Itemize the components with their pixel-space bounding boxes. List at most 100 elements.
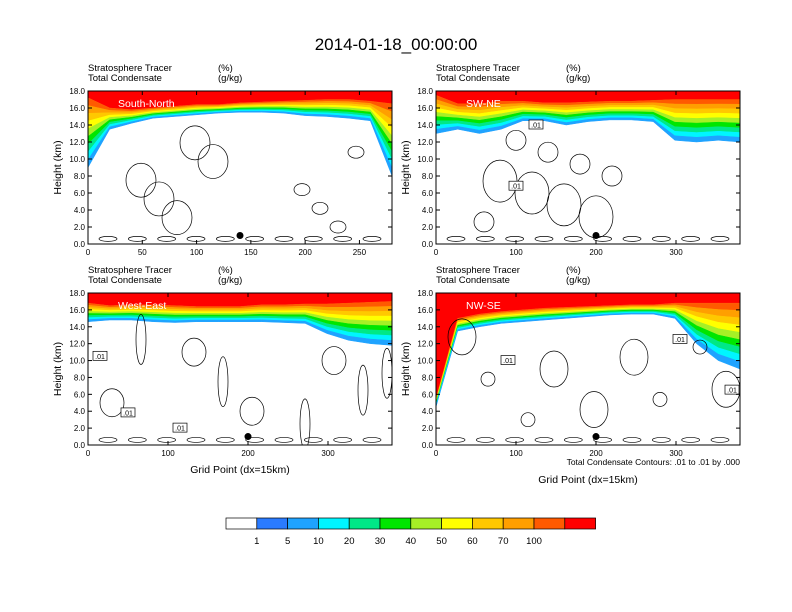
contour-label: .01 [511, 184, 521, 191]
contour [692, 339, 708, 355]
contour-note: Total Condensate Contours: .01 to .01 by… [567, 457, 741, 467]
contour-label-box [172, 422, 188, 433]
contour [569, 153, 591, 175]
contour-low [622, 437, 642, 443]
colorbar-swatch [533, 517, 566, 530]
contour [505, 129, 527, 151]
left-label-tracer: Stratosphere Tracer [436, 265, 520, 276]
colorbar-label: 1 [254, 536, 259, 547]
contour [381, 347, 392, 399]
contour [619, 338, 649, 376]
panel-name: West-East [118, 300, 166, 312]
contour-low [157, 236, 177, 242]
x-tick-label: 100 [161, 449, 175, 458]
contour-low [303, 437, 323, 443]
figure-title: 2014-01-18_00:00:00 [315, 35, 478, 54]
colorbar-swatch [287, 517, 319, 530]
y-axis-label: Height (km) [52, 140, 64, 194]
x-axis-label: Grid Point (dx=15km) [538, 474, 638, 486]
colorbar-label: 20 [344, 536, 355, 547]
y-tick-label: 12.0 [69, 340, 85, 349]
contour-low [274, 236, 294, 242]
panel-name: SW-NE [466, 98, 501, 110]
contour [311, 201, 329, 215]
colorbar-swatch [502, 517, 535, 530]
contour-label: .01 [675, 337, 685, 344]
band-9 [88, 110, 392, 177]
location-marker [236, 232, 244, 239]
colorbar-swatch [410, 517, 442, 530]
y-tick-label: 2.0 [74, 223, 86, 232]
contour-low [333, 236, 353, 242]
contour-low [98, 236, 118, 242]
panel-sw-ne: Stratosphere Tracer (%) Total Condensate (g… [400, 63, 741, 257]
contour-low [593, 236, 613, 242]
contour [299, 398, 311, 445]
contour [321, 346, 347, 375]
colorbar-swatch [564, 517, 596, 530]
contour-low [505, 236, 525, 242]
left-label-tracer: Stratosphere Tracer [88, 265, 172, 276]
y-tick-label: 18.0 [69, 289, 85, 298]
colorbar: 1 5 10 20 30 40 50 60 70 100 [225, 517, 596, 547]
contour [125, 162, 157, 198]
right-label-condensate: (g/kg) [218, 73, 242, 84]
band-9 [436, 117, 740, 143]
contour-label-box [724, 384, 740, 395]
band-100 [436, 91, 740, 104]
y-tick-label: 4.0 [422, 407, 434, 416]
contour-low [505, 437, 525, 443]
contour-low [127, 437, 147, 443]
contour [711, 370, 740, 408]
y-axis-label: Height (km) [400, 140, 412, 194]
y-tick-label: 6.0 [74, 189, 86, 198]
y-tick-label: 14.0 [417, 323, 433, 332]
y-tick-label: 10.0 [69, 155, 85, 164]
y-tick-label: 0.0 [74, 441, 86, 450]
left-label-condensate: Total Condensate [88, 73, 162, 84]
y-tick-label: 12.0 [417, 340, 433, 349]
contour-label-box [672, 334, 688, 344]
band-9 [436, 312, 740, 408]
contour [539, 350, 569, 388]
contour-label-box [500, 355, 516, 365]
x-tick-label: 200 [589, 248, 603, 257]
left-label-tracer: Stratosphere Tracer [436, 63, 520, 74]
contour-label: .01 [95, 354, 105, 361]
y-tick-label: 12.0 [417, 138, 433, 147]
contour-low [534, 236, 554, 242]
contour [601, 165, 623, 187]
y-axis-label: Height (km) [400, 342, 412, 396]
contour-low [681, 236, 701, 242]
condensate-contours [446, 318, 740, 443]
tracer-field: .01 .01 .01 [436, 293, 740, 445]
y-tick-label: 8.0 [422, 172, 434, 181]
left-label-condensate: Total Condensate [88, 275, 162, 286]
contour [197, 144, 229, 179]
panel-nw-se: Stratosphere Tracer (%) Total Condensate (g… [400, 265, 741, 486]
contour-label-box [120, 407, 136, 418]
contour-label: .01 [123, 410, 133, 417]
contour-low [98, 437, 118, 443]
contour-low [710, 236, 730, 242]
tracer-field: .01 .01 .01 [88, 293, 392, 445]
contour-label: .01 [175, 426, 185, 433]
y-tick-label: 4.0 [74, 407, 86, 416]
contour [514, 171, 550, 215]
panel-west-east: Stratosphere Tracer (%) Total Condensate (g… [52, 265, 393, 476]
x-tick-label: 300 [321, 449, 335, 458]
x-tick-label: 150 [244, 248, 258, 257]
panels: Stratosphere Tracer (%) Total Condensate (g… [52, 63, 741, 486]
colorbar-swatch [348, 517, 381, 530]
contour [161, 200, 193, 235]
y-tick-label: 4.0 [74, 206, 86, 215]
contour-low [245, 236, 265, 242]
tracer-field: .01 .01 [436, 91, 740, 244]
y-tick-label: 16.0 [69, 104, 85, 113]
y-tick-label: 18.0 [417, 87, 433, 96]
right-label-tracer: (%) [218, 265, 233, 276]
y-tick-label: 0.0 [74, 240, 86, 249]
colorbar-label: 30 [375, 536, 386, 547]
contour-low [157, 437, 177, 443]
